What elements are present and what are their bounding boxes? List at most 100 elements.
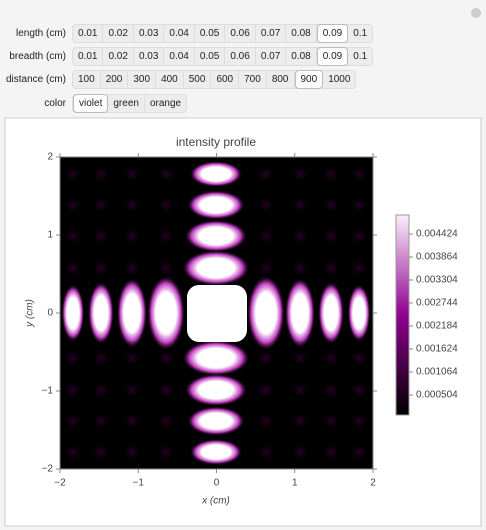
control-row: color violet green orange xyxy=(0,93,188,113)
faint-fringe xyxy=(91,259,111,277)
faint-fringe xyxy=(290,165,310,183)
control-label: distance (cm) xyxy=(5,73,66,85)
faint-fringe xyxy=(91,349,111,367)
fringe xyxy=(247,275,285,351)
faint-fringe xyxy=(321,259,341,277)
option-button[interactable]: 0.1 xyxy=(353,27,368,39)
option-button[interactable]: 0.05 xyxy=(195,47,226,65)
faint-fringe xyxy=(122,349,142,367)
option-button[interactable]: violet xyxy=(73,93,109,113)
option-button[interactable]: 0.09 xyxy=(316,23,349,43)
option-button[interactable]: 0.06 xyxy=(225,24,256,42)
colorbar-tick-label: 0.000504 xyxy=(416,390,458,401)
colorbar-tick-label: 0.003864 xyxy=(416,252,458,263)
faint-fringe xyxy=(256,381,276,399)
option-button[interactable]: 0.05 xyxy=(195,24,226,42)
x-tick-label: 1 xyxy=(292,478,298,489)
option-button[interactable]: 0.06 xyxy=(225,47,256,65)
faint-fringe xyxy=(122,196,142,214)
faint-fringe xyxy=(256,412,276,430)
option-button[interactable]: 0.1 xyxy=(353,50,368,62)
faint-fringe xyxy=(156,443,176,461)
option-button[interactable]: 0.02 xyxy=(103,47,134,65)
option-button[interactable]: 0.04 xyxy=(164,24,195,42)
fringe xyxy=(187,406,245,436)
faint-fringe xyxy=(349,259,369,277)
faint-fringe xyxy=(290,381,310,399)
control-row: distance (cm) 100 200 300 400 500 600 700 800 900… xyxy=(0,69,357,89)
option-button[interactable]: 400 xyxy=(156,70,184,88)
option-button[interactable]: 600 xyxy=(211,70,240,88)
plus-icon[interactable] xyxy=(471,8,481,18)
colorbar-tick-label: 0.004424 xyxy=(416,229,458,240)
option-button[interactable]: green xyxy=(108,94,145,112)
fringe xyxy=(285,278,315,348)
fringe xyxy=(88,282,114,344)
option-button[interactable]: 900 xyxy=(294,69,324,89)
faint-fringe xyxy=(321,443,341,461)
faint-fringe xyxy=(321,349,341,367)
faint-fringe xyxy=(122,381,142,399)
y-axis-label: y (cm) xyxy=(25,299,36,328)
option-button[interactable]: 200 xyxy=(101,70,129,88)
option-button[interactable]: 0.04 xyxy=(164,47,195,65)
option-button[interactable]: 0.02 xyxy=(103,24,134,42)
option-button[interactable]: 0.07 xyxy=(256,24,287,42)
fringe xyxy=(61,284,85,342)
y-tick-label: 1 xyxy=(47,230,53,241)
faint-fringe xyxy=(156,381,176,399)
faint-fringe xyxy=(290,443,310,461)
y-tick-label: 0 xyxy=(47,308,53,319)
faint-fringe xyxy=(63,443,83,461)
y-tick-label: −1 xyxy=(42,386,54,397)
option-button[interactable]: 0.03 xyxy=(134,47,165,65)
option-button[interactable]: 800 xyxy=(267,70,295,88)
faint-fringe xyxy=(63,227,83,245)
faint-fringe xyxy=(63,381,83,399)
faint-fringe xyxy=(256,443,276,461)
option-button[interactable]: 0.01 xyxy=(73,24,104,42)
y-tick-label: 2 xyxy=(47,152,53,163)
fringe xyxy=(189,439,243,465)
button-bar: 0.01 0.02 0.03 0.04 0.05 0.06 0.07 0.08 0.09 0.1 xyxy=(72,46,374,66)
option-button[interactable]: 500 xyxy=(184,70,212,88)
option-button[interactable]: 0.09 xyxy=(316,46,349,66)
faint-fringe xyxy=(156,165,176,183)
option-button[interactable]: 700 xyxy=(239,70,267,88)
faint-fringe xyxy=(349,165,369,183)
colorbar-tick-label: 0.002744 xyxy=(416,298,458,309)
colorbar-tick-label: 0.002184 xyxy=(416,321,458,332)
faint-fringe xyxy=(156,227,176,245)
faint-fringe xyxy=(321,381,341,399)
faint-fringe xyxy=(349,227,369,245)
faint-fringe xyxy=(349,349,369,367)
y-tick-label: −2 xyxy=(42,464,54,475)
x-tick-label: −1 xyxy=(133,478,145,489)
faint-fringe xyxy=(321,196,341,214)
faint-fringe xyxy=(63,349,83,367)
central-maximum xyxy=(187,285,247,342)
control-label: length (cm) xyxy=(15,27,66,39)
faint-fringe xyxy=(290,349,310,367)
fringe xyxy=(187,190,245,220)
option-button[interactable]: 0.01 xyxy=(73,47,104,65)
option-button[interactable]: 1000 xyxy=(328,73,351,85)
faint-fringe xyxy=(63,196,83,214)
faint-fringe xyxy=(349,412,369,430)
option-button[interactable]: 0.03 xyxy=(134,24,165,42)
intensity-pattern xyxy=(61,161,371,465)
option-button[interactable]: 300 xyxy=(128,70,157,88)
fringe xyxy=(347,284,371,342)
faint-fringe xyxy=(63,412,83,430)
faint-fringe xyxy=(256,259,276,277)
colorbar-tick-label: 0.003304 xyxy=(416,275,458,286)
plot-title: intensity profile xyxy=(176,135,256,149)
fringe xyxy=(185,374,247,406)
faint-fringe xyxy=(122,227,142,245)
option-button[interactable]: 0.08 xyxy=(286,47,317,65)
option-button[interactable]: 0.08 xyxy=(286,24,317,42)
option-button[interactable]: 100 xyxy=(73,70,101,88)
option-button[interactable]: orange xyxy=(149,97,182,109)
fringe xyxy=(185,220,247,252)
option-button[interactable]: 0.07 xyxy=(256,47,287,65)
